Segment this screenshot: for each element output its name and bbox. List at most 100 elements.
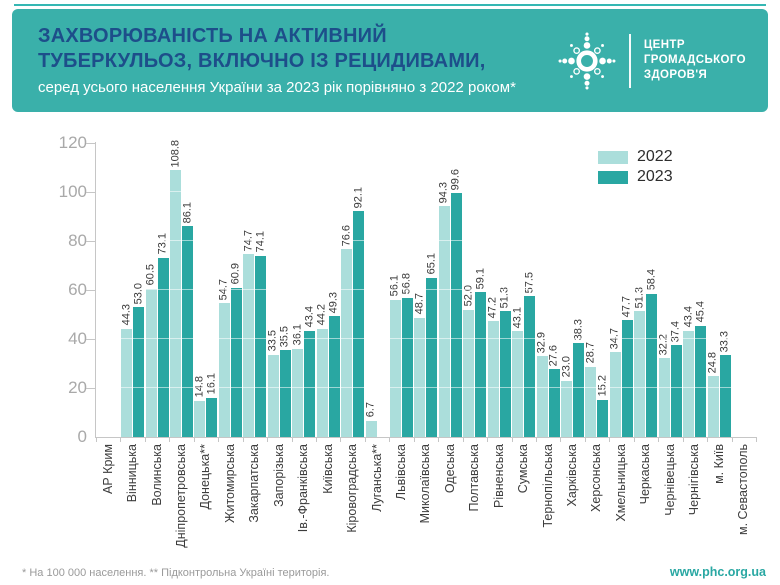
bar-value-label: 16.1 <box>205 373 218 395</box>
bar-group: 28.7 15.2 <box>584 143 609 437</box>
bar-value-label: 45.4 <box>694 301 707 323</box>
bar-group: 6.7 <box>365 143 389 437</box>
bar-group: 108.8 86.1 <box>169 140 194 437</box>
bar-value-label: 43.1 <box>511 306 524 329</box>
bar-value-label: 35.5 <box>278 325 291 347</box>
bar-value-label: 33.5 <box>266 330 279 352</box>
x-axis-tick <box>242 438 244 442</box>
x-axis-label: Дніпропетровська <box>174 444 189 548</box>
bar-value-label: 36.1 <box>291 324 304 346</box>
y-axis-tick <box>86 290 96 291</box>
x-axis-label: Кіровоградська <box>345 444 360 533</box>
x-axis-label: Донецька** <box>198 444 213 510</box>
bar-group: 23.0 38.3 <box>560 143 585 437</box>
x-axis-label: Полтавська <box>467 444 482 512</box>
bar-value-label: 44.3 <box>120 304 133 326</box>
bar-value-label: 56.8 <box>400 273 413 295</box>
bar-value-label: 34.7 <box>608 327 621 349</box>
x-axis-tick <box>340 438 342 442</box>
x-axis-label: Тернопільська <box>540 444 555 528</box>
bar-2022: 74.7 <box>242 230 255 437</box>
bar-group: 34.7 47.7 <box>609 143 633 437</box>
bar-group: 43.4 45.4 <box>682 143 707 437</box>
y-axis-tick-label: 60 <box>68 280 87 299</box>
bar-2023: 56.8 <box>401 273 413 437</box>
bar-2023: 74.1 <box>254 231 267 437</box>
bar-value-label: 23.0 <box>560 356 573 378</box>
bar-group: 48.7 65.1 <box>413 143 438 437</box>
bar-value-label: 52.0 <box>462 285 475 307</box>
bar-2023: 58.4 <box>645 269 658 437</box>
bar-value-label: 43.4 <box>303 306 316 328</box>
y-axis-tick-label: 100 <box>58 182 87 201</box>
phc-website-link[interactable]: www.phc.org.ua <box>669 565 766 579</box>
bar-group: 76.6 92.1 <box>340 143 365 437</box>
legend-row-2023: 2023 <box>598 169 673 185</box>
x-axis-tick <box>462 438 464 442</box>
bar-value-label: 51.3 <box>633 286 646 309</box>
x-label-cell: Миколаївська <box>414 444 438 566</box>
bar-2023: 15.2 <box>596 375 609 437</box>
bar-2022: 54.7 <box>218 279 230 437</box>
x-axis-label: Волинська <box>149 444 164 506</box>
x-label-cell: Кіровоградська <box>340 444 364 566</box>
bar-group: 32.2 37.4 <box>658 143 682 437</box>
x-label-cell: Закарпатська <box>243 444 267 566</box>
x-axis-tick <box>536 438 537 442</box>
bar-2023: 16.1 <box>205 373 218 437</box>
bar-value-label: 15.2 <box>596 375 609 397</box>
x-axis-label: м. Севастополь <box>736 444 751 536</box>
x-axis-label: Запорізька <box>271 444 286 507</box>
x-axis-line <box>95 437 757 438</box>
bar-2022: 47.2 <box>487 297 499 437</box>
bar-2023: 53.0 <box>132 283 145 437</box>
x-axis-tick <box>731 438 733 442</box>
x-axis-tick <box>267 438 269 442</box>
y-axis-tick-label: 40 <box>68 329 87 348</box>
x-label-cell: Львівська <box>389 444 413 566</box>
bar-value-label: 54.7 <box>217 278 230 300</box>
x-label-cell: Дніпропетровська <box>169 444 193 566</box>
bar-value-label: 44.2 <box>315 304 328 326</box>
bar-value-label: 92.1 <box>352 186 365 209</box>
x-label-cell: Вінницька <box>120 444 144 566</box>
x-axis-tick <box>682 438 684 442</box>
plot-area: 44.3 53.0 60.5 73.1 108.8 86.1 14.8 16.1 54.7 60.… <box>96 140 756 437</box>
bar-value-label: 59.1 <box>474 267 487 290</box>
bar-2023: 49.3 <box>328 292 340 437</box>
header: ЗАХВОРЮВАНІСТЬ НА АКТИВНИЙ ТУБЕРКУЛЬОЗ, … <box>12 9 768 112</box>
bar-group: 47.2 51.3 <box>487 143 511 437</box>
bar-2023: 59.1 <box>474 268 487 437</box>
x-axis-label: АР Крим <box>100 444 115 494</box>
x-axis-tick <box>96 438 97 442</box>
x-label-cell: АР Крим <box>96 444 120 566</box>
bar-2022: 23.0 <box>560 356 573 437</box>
bar-2022: 34.7 <box>609 328 621 437</box>
bar-value-label: 74.7 <box>242 229 255 251</box>
x-label-cell: м. Севастополь <box>731 444 755 566</box>
bar-2023: 86.1 <box>181 202 194 437</box>
x-label-cell: Полтавська <box>463 444 487 566</box>
x-axis-tick <box>756 438 757 442</box>
bar-2023: 73.1 <box>157 233 169 437</box>
bar-2023: 35.5 <box>279 326 291 437</box>
x-axis-tick <box>609 438 611 442</box>
x-axis-tick <box>413 438 415 442</box>
x-axis-tick <box>658 438 660 442</box>
x-label-cell: Харківська <box>560 444 584 566</box>
bar-group: 44.3 53.0 <box>120 143 145 437</box>
bar-group: 43.1 57.5 <box>511 143 536 437</box>
bar-2022: 44.3 <box>120 304 133 437</box>
y-axis-tick <box>86 339 96 340</box>
x-axis-label: Хмельницька <box>613 444 628 522</box>
x-axis-label: Миколаївська <box>418 444 433 524</box>
bar-group: 44.2 49.3 <box>316 143 340 437</box>
bar-value-label: 56.1 <box>388 275 401 297</box>
footnote: * На 100 000 населення. ** Підконтрольна… <box>22 567 330 579</box>
bar-2022: 52.0 <box>462 285 475 437</box>
bar-value-label: 60.5 <box>144 264 157 286</box>
bar-value-label: 47.2 <box>486 296 499 319</box>
bar-group: 14.8 16.1 <box>193 143 218 437</box>
x-label-cell: Житомирська <box>218 444 242 566</box>
x-axis-tick <box>316 438 317 442</box>
